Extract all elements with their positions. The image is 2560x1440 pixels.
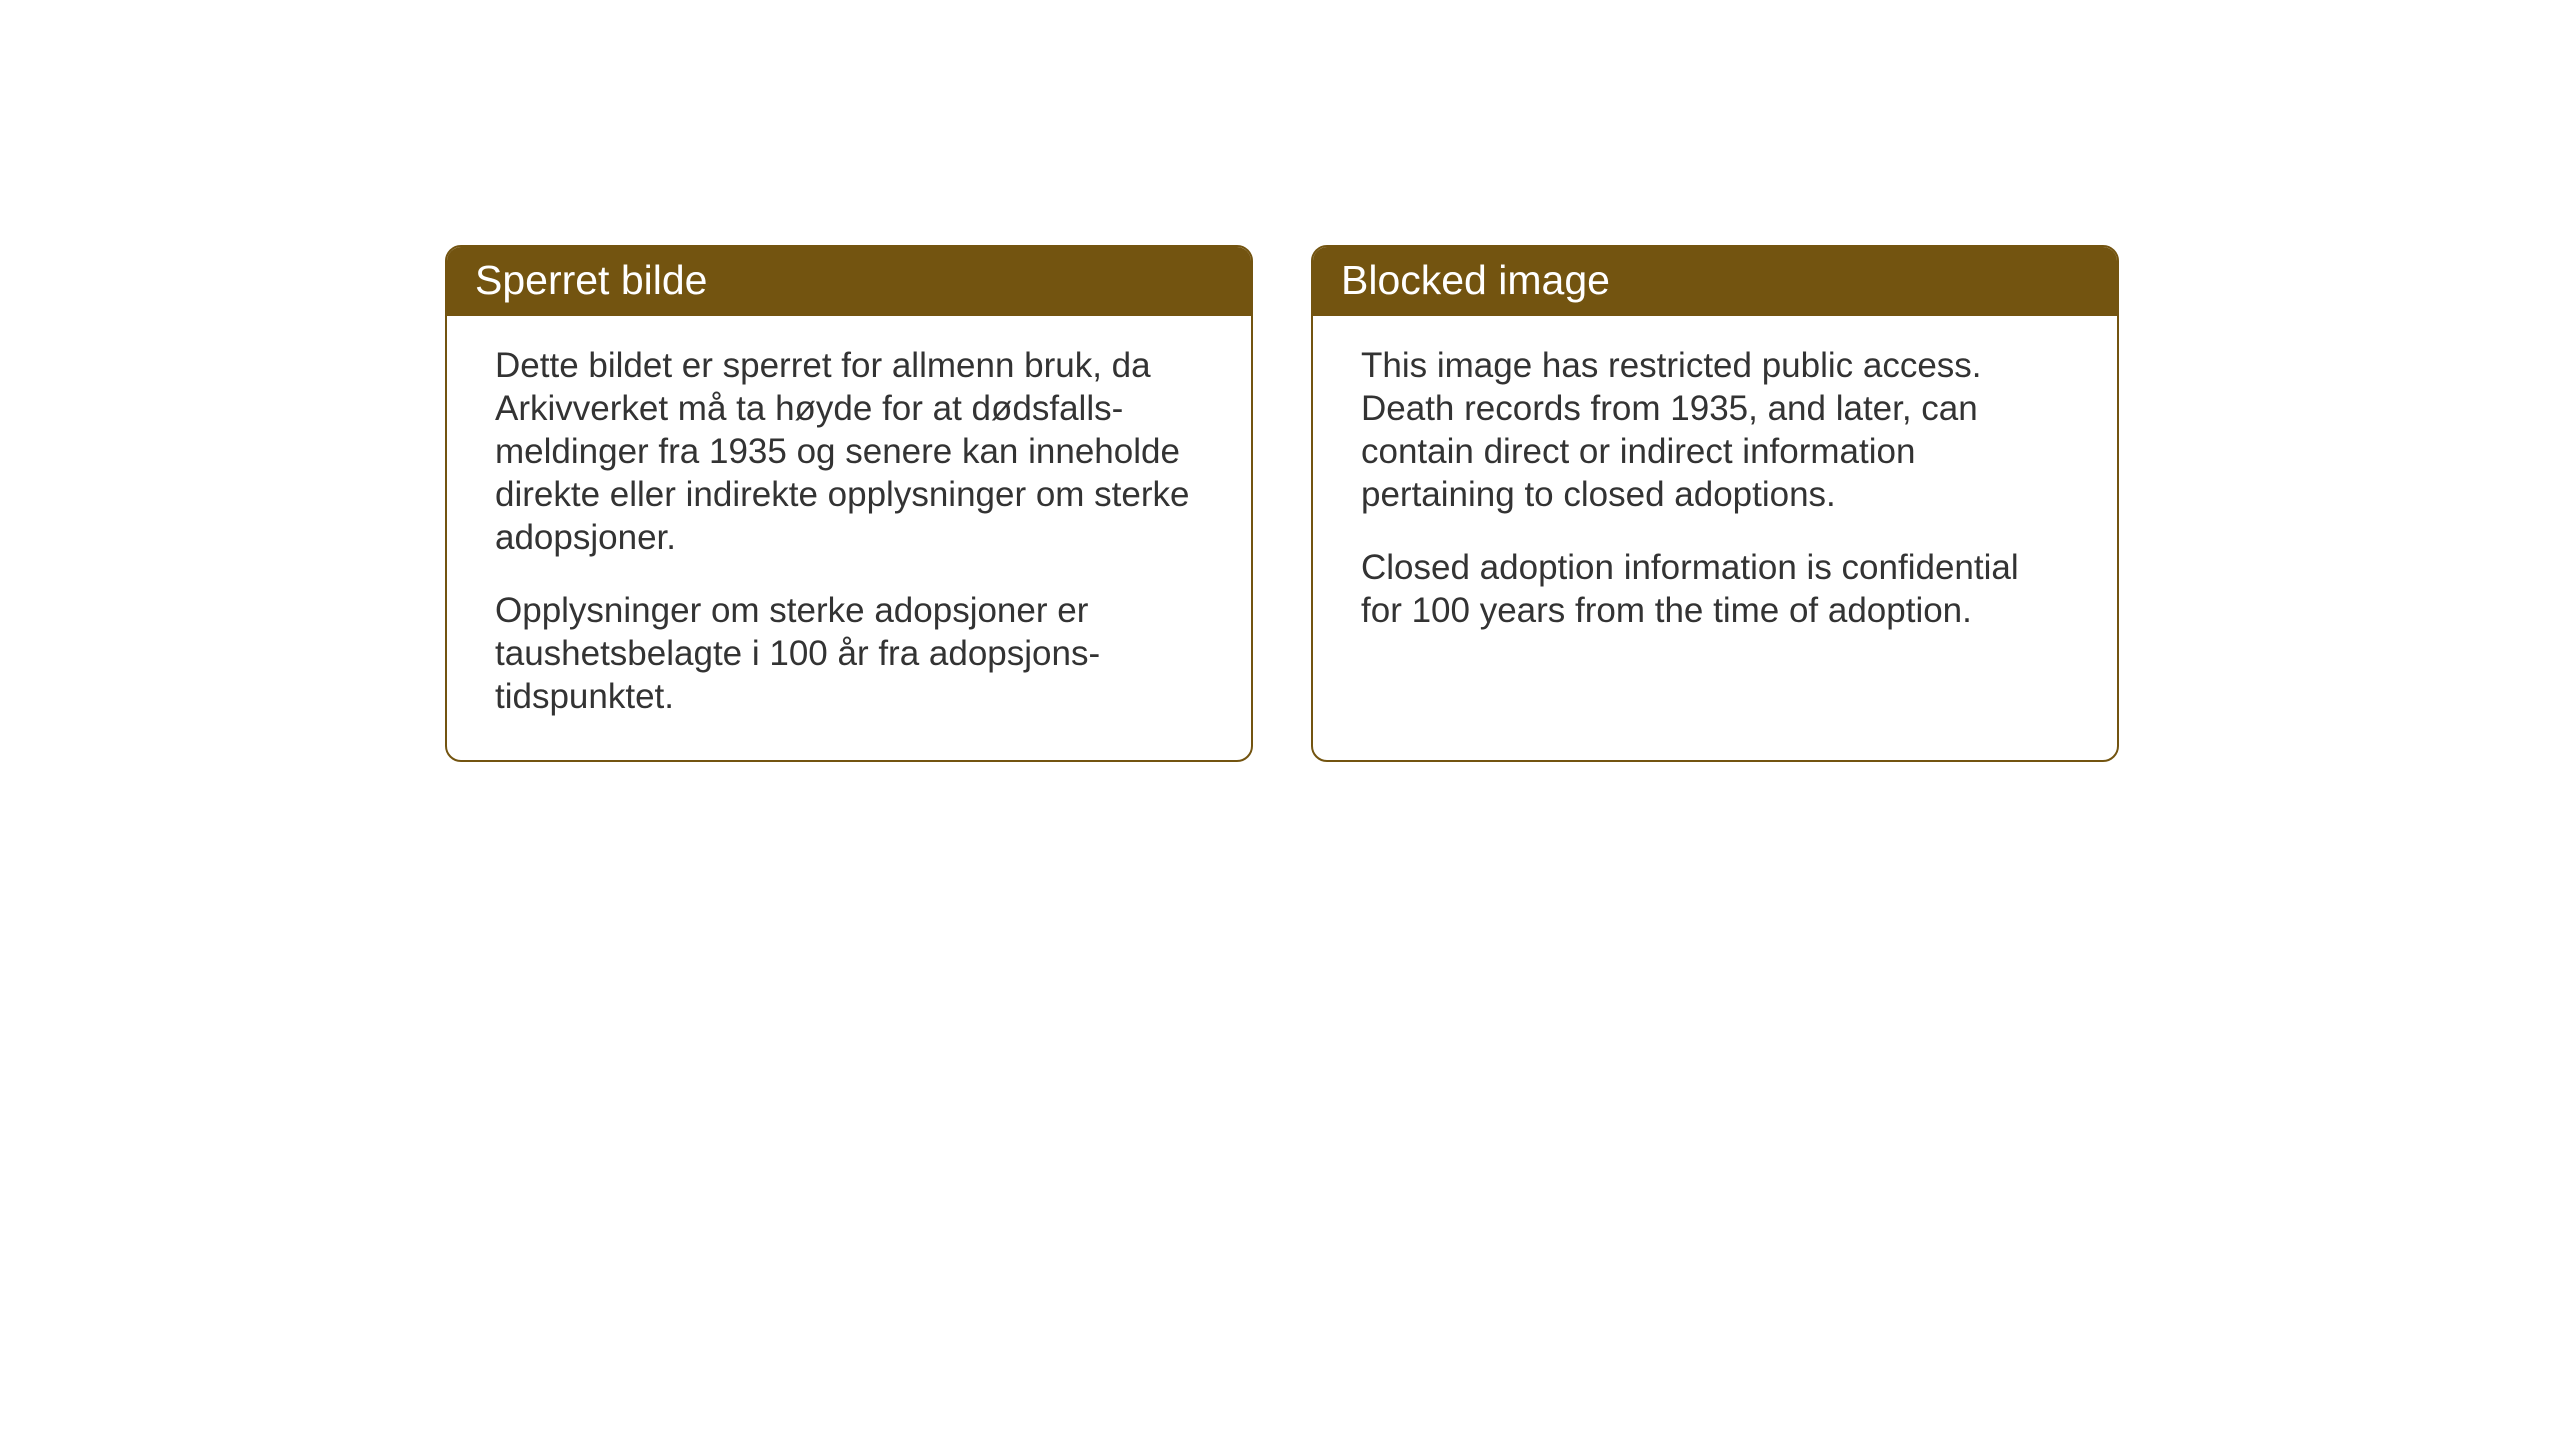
card-body-norwegian: Dette bildet er sperret for allmenn bruk… [447,316,1251,760]
card-paragraph: Dette bildet er sperret for allmenn bruk… [495,344,1203,559]
notice-card-norwegian: Sperret bilde Dette bildet er sperret fo… [445,245,1253,762]
card-title-english: Blocked image [1313,247,2117,316]
card-paragraph: This image has restricted public access.… [1361,344,2069,516]
card-paragraph: Opplysninger om sterke adopsjoner er tau… [495,589,1203,718]
card-body-english: This image has restricted public access.… [1313,316,2117,674]
card-paragraph: Closed adoption information is confident… [1361,546,2069,632]
notice-cards-container: Sperret bilde Dette bildet er sperret fo… [445,245,2119,762]
notice-card-english: Blocked image This image has restricted … [1311,245,2119,762]
card-title-norwegian: Sperret bilde [447,247,1251,316]
